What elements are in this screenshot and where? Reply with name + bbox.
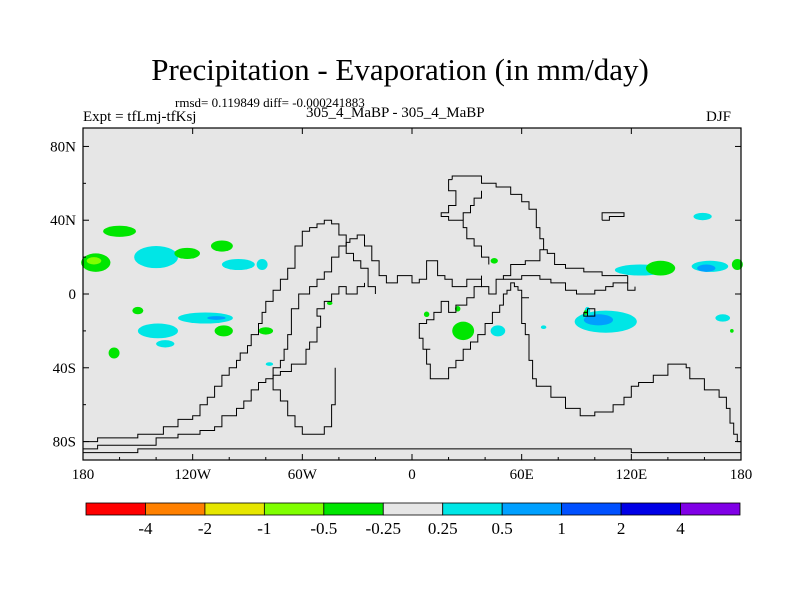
anomaly-layer	[81, 212, 743, 366]
colorbar-label: 4	[676, 519, 685, 538]
anomaly-patch	[207, 316, 226, 320]
anomaly-patch	[178, 312, 233, 324]
anomaly-patch	[693, 212, 712, 221]
colorbar-swatch	[442, 502, 503, 516]
colorbar-swatch	[204, 502, 265, 516]
colorbar-swatch	[561, 502, 622, 516]
anomaly-patch	[214, 325, 233, 337]
anomaly-patch	[490, 325, 506, 337]
coastline-layer	[82, 175, 741, 454]
plot-area	[83, 128, 741, 460]
coastline	[440, 179, 490, 265]
x-tick-label: 60W	[288, 467, 318, 483]
coastline	[418, 275, 482, 350]
colorbar-label: 1	[557, 519, 566, 538]
anomaly-patch	[583, 314, 614, 326]
season-label: DJF	[706, 109, 732, 125]
anomaly-patch	[108, 347, 120, 359]
colorbar-swatch	[501, 502, 563, 516]
y-tick-label: 40S	[53, 361, 76, 377]
coastline	[82, 219, 376, 443]
coastline	[583, 311, 588, 317]
coastline	[521, 297, 741, 443]
anomaly-patch	[258, 327, 274, 335]
colorbar-swatch	[85, 502, 146, 516]
x-tick-label: 120W	[174, 467, 212, 483]
coastline	[503, 275, 629, 295]
colorbar-label: -4	[138, 519, 153, 538]
anomaly-patch	[137, 323, 179, 339]
anomaly-patch	[156, 340, 175, 348]
x-tick-label: 180	[730, 467, 753, 483]
colorbar-swatch	[263, 502, 325, 516]
colorbar-swatch	[620, 502, 681, 516]
x-axis: 180 120W 60W 0 60E 120E 180	[72, 128, 753, 483]
colorbar-label: -0.25	[366, 519, 401, 538]
anomaly-patch	[265, 362, 274, 366]
coastline	[83, 448, 741, 454]
anomaly-patch	[423, 311, 430, 318]
anomaly-patch	[134, 246, 179, 269]
coastline	[627, 282, 636, 291]
y-tick-label: 80N	[50, 139, 76, 155]
coastline	[272, 282, 365, 435]
coastline	[451, 175, 545, 250]
colorbar-label: -1	[257, 519, 271, 538]
anomaly-patch	[452, 321, 475, 341]
experiment-label: Expt = tfLmj-tfKsj	[83, 109, 197, 125]
x-tick-label: 60E	[510, 467, 534, 483]
y-axis: 80N 40N 0 40S 80S	[50, 139, 741, 451]
anomaly-patch	[645, 260, 676, 276]
x-tick-label: 0	[408, 467, 416, 483]
coastline	[82, 234, 628, 450]
colorbar: -4 -2 -1 -0.5 -0.25 0.25 0.5 1 2 4	[85, 502, 741, 538]
anomaly-patch	[132, 306, 144, 315]
anomaly-patch	[731, 258, 743, 271]
colorbar-swatch	[145, 502, 206, 516]
x-tick-label: 120E	[615, 467, 647, 483]
colorbar-swatch	[680, 502, 741, 516]
anomaly-patch	[256, 258, 268, 271]
anomaly-patch	[540, 325, 547, 330]
anomaly-patch	[730, 329, 734, 333]
coastline	[462, 190, 482, 221]
anomaly-patch	[221, 258, 255, 271]
anomaly-patch	[715, 314, 731, 322]
x-tick-label: 180	[72, 467, 95, 483]
y-tick-label: 80S	[53, 435, 76, 451]
anomaly-patch	[697, 264, 716, 272]
colorbar-label: -2	[198, 519, 212, 538]
y-tick-label: 0	[69, 287, 77, 303]
colorbar-label: 2	[617, 519, 626, 538]
anomaly-patch	[103, 225, 137, 237]
coastline	[601, 212, 625, 221]
anomaly-patch	[327, 301, 333, 306]
colorbar-label: 0.25	[428, 519, 458, 538]
chart-title: Precipitation - Evaporation (in mm/day)	[151, 52, 649, 87]
rmsd-diff-stats: rmsd= 0.119849 diff= -0.000241883	[175, 95, 365, 110]
colorbar-label: 0.5	[492, 519, 513, 538]
coastline	[426, 282, 529, 380]
anomaly-patch	[210, 240, 233, 252]
colorbar-label: -0.5	[310, 519, 337, 538]
colorbar-swatch	[323, 502, 384, 516]
colorbar-swatch	[382, 502, 444, 516]
case-label: 305_4_MaBP - 305_4_MaBP	[306, 105, 485, 121]
anomaly-patch	[174, 247, 200, 259]
y-tick-label: 40N	[50, 213, 76, 229]
anomaly-patch	[490, 258, 498, 264]
anomaly-patch	[86, 257, 102, 265]
